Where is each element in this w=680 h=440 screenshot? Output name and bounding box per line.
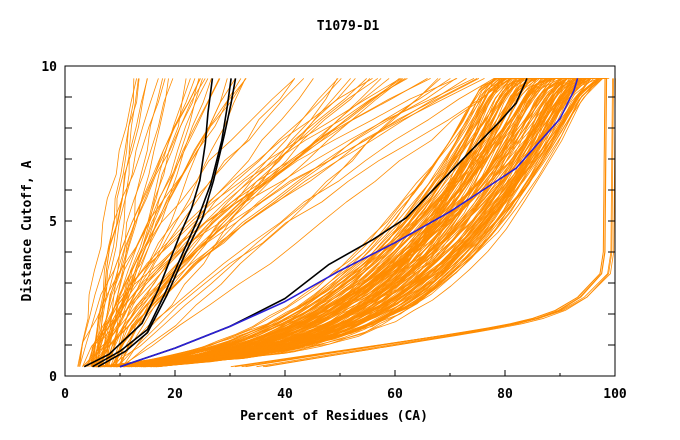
model-curve	[111, 78, 560, 368]
x-tick-label: 100	[603, 387, 627, 402]
model-curve	[91, 78, 382, 367]
model-curve	[113, 78, 495, 367]
highlight-curve-black	[92, 78, 232, 368]
model-curve	[96, 78, 209, 367]
y-tick-label: 0	[49, 370, 57, 385]
model-curve	[79, 78, 137, 367]
plot-area	[77, 78, 616, 368]
x-tick-label: 20	[167, 387, 183, 402]
model-curve	[122, 78, 607, 368]
model-curve	[120, 78, 544, 368]
model-curve	[120, 78, 402, 367]
x-tick-label: 40	[277, 387, 293, 402]
model-curve	[104, 78, 212, 367]
model-curve	[95, 78, 514, 368]
model-curve	[123, 78, 571, 368]
model-curve	[103, 78, 356, 367]
x-tick-label: 80	[497, 387, 513, 402]
model-curve	[144, 78, 606, 368]
model-curve	[120, 78, 505, 368]
model-curve	[95, 78, 475, 367]
model-curve	[107, 78, 441, 368]
model-curve	[97, 78, 148, 367]
model-curve	[118, 78, 367, 367]
y-axis-label: Distance Cutoff, A	[20, 160, 35, 301]
model-curve	[107, 78, 296, 367]
model-curve	[95, 78, 373, 367]
model-curve	[91, 78, 458, 367]
model-curve	[263, 78, 614, 368]
model-curve	[106, 78, 187, 367]
y-axis: 0 5 10	[41, 60, 615, 385]
highlight-curve-black	[97, 78, 237, 368]
model-curve	[256, 78, 607, 368]
highlight-curve-blue	[119, 78, 579, 368]
model-curve	[91, 78, 408, 367]
highlight-curve-black	[83, 78, 214, 368]
model-curve	[117, 78, 511, 367]
x-axis: 0 20 40 60 80 100	[61, 370, 627, 402]
model-curve	[148, 78, 603, 368]
x-tick-label: 0	[61, 387, 69, 402]
model-curve	[96, 78, 148, 367]
model-curve	[141, 78, 576, 368]
model-curve	[111, 78, 457, 367]
model-curve	[102, 78, 571, 368]
model-curve	[98, 78, 339, 367]
y-tick-label: 10	[41, 60, 57, 75]
model-curve	[115, 78, 406, 367]
x-axis-label: Percent of Residues (CA)	[240, 409, 428, 424]
model-curve	[93, 78, 563, 368]
model-curve	[91, 78, 159, 367]
model-curve	[144, 78, 582, 368]
model-curve	[98, 78, 140, 367]
x-tick-label: 60	[387, 387, 403, 402]
model-curve	[109, 78, 586, 368]
model-curve	[107, 78, 242, 367]
model-curve	[86, 78, 221, 367]
chart-title: T1079-D1	[317, 19, 380, 34]
model-curve	[122, 78, 439, 368]
model-curve	[156, 78, 576, 368]
y-tick-label: 5	[49, 215, 57, 230]
model-curve	[92, 78, 201, 367]
model-curve	[120, 78, 485, 367]
model-curve	[78, 78, 166, 367]
model-curve	[107, 78, 296, 367]
model-curve	[102, 78, 401, 367]
model-curve	[97, 78, 579, 368]
